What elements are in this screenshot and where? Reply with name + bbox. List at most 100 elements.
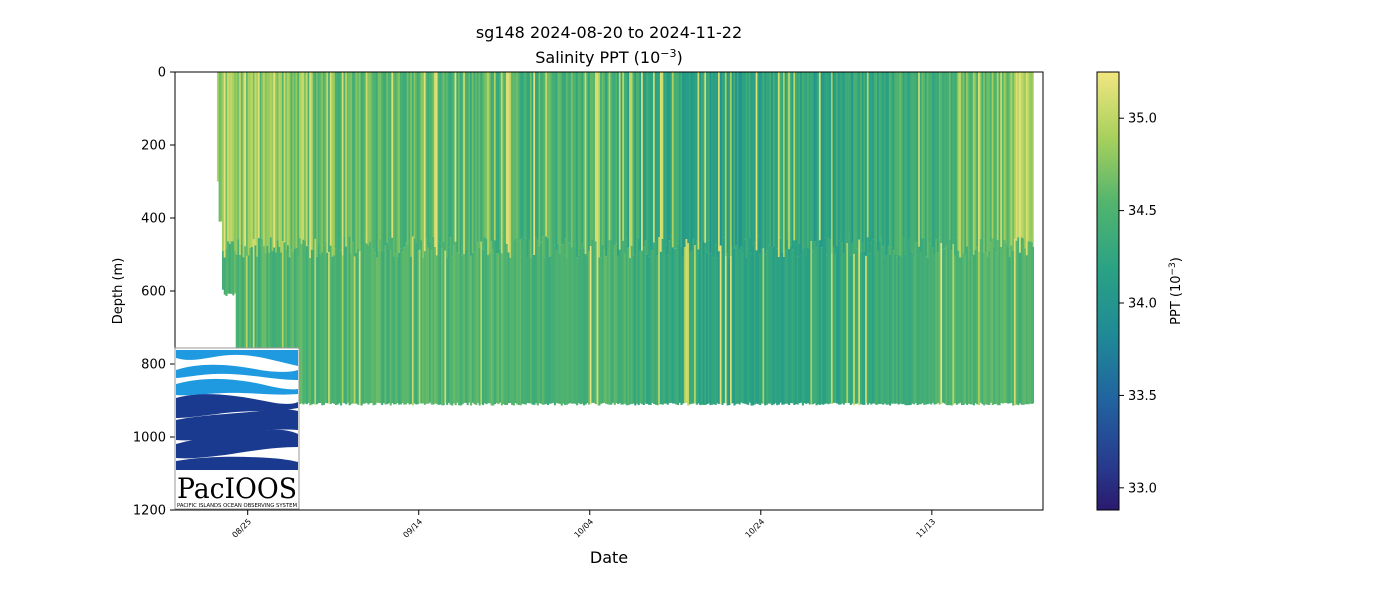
heatmap-cell-upper-51: [304, 72, 307, 241]
heatmap-cell-deep-87: [365, 243, 368, 403]
heatmap-cell-upper-5: [225, 72, 228, 249]
heatmap-cell-upper-202: [562, 72, 565, 245]
heatmap-cell-deep-214: [582, 248, 586, 406]
heatmap-cell-deep-213: [581, 243, 584, 404]
heatmap-cell-upper-327: [776, 72, 779, 249]
heatmap-cell-deep-473: [1025, 255, 1029, 405]
heatmap-cell-deep-228: [606, 250, 609, 405]
heatmap-cell-upper-94: [377, 72, 380, 251]
heatmap-cell-deep-121: [423, 251, 426, 405]
heatmap-cell-deep-362: [836, 245, 839, 404]
y-tick-label-4: 800: [141, 358, 166, 373]
heatmap-cell-deep-396: [894, 254, 897, 404]
heatmap-cell-upper-34: [275, 72, 278, 253]
heatmap-cell-deep-384: [873, 254, 876, 404]
heatmap-cell-deep-442: [972, 254, 975, 406]
heatmap-cell-deep-27: [263, 246, 266, 405]
heatmap-cell-deep-418: [931, 247, 934, 403]
heatmap-cell-deep-39: [283, 242, 286, 405]
heatmap-cell-upper-242: [630, 72, 633, 247]
heatmap-cell-deep-52: [305, 246, 308, 405]
heatmap-cell-upper-149: [471, 72, 474, 253]
heatmap-cell-deep-391: [885, 255, 888, 405]
heatmap-cell-upper-44: [292, 72, 295, 252]
heatmap-cell-upper-435: [960, 72, 964, 257]
heatmap-cell-upper-362: [836, 72, 839, 246]
heatmap-cell-deep-15: [242, 257, 245, 405]
heatmap-cell-upper-257: [656, 72, 659, 256]
heatmap-cell-upper-131: [440, 72, 444, 249]
heatmap-cell-deep-29: [266, 245, 269, 406]
logo-wave-light-3: [176, 378, 298, 396]
heatmap-cell-deep-92: [374, 252, 377, 405]
salinity-heatmap: [216, 72, 1034, 406]
heatmap-cell-upper-441: [971, 72, 974, 257]
heatmap-cell-upper-95: [379, 72, 382, 239]
heatmap-cell-deep-26: [261, 238, 264, 406]
heatmap-cell-deep-137: [451, 256, 454, 406]
heatmap-cell-upper-267: [673, 72, 676, 249]
heatmap-cell-deep-452: [989, 242, 993, 403]
heatmap-cell-deep-376: [859, 251, 863, 405]
heatmap-cell-deep-139: [454, 241, 457, 406]
heatmap-cell-upper-294: [719, 72, 722, 246]
heatmap-cell-upper-379: [865, 72, 868, 256]
heatmap-cell-upper-412: [921, 72, 924, 239]
heatmap-cell-deep-387: [878, 241, 881, 404]
heatmap-cell-upper-431: [954, 72, 957, 256]
heatmap-cell-upper-3: [222, 72, 225, 251]
logo-tagline: PACIFIC ISLANDS OCEAN OBSERVING SYSTEM: [177, 503, 297, 509]
heatmap-cell-upper-461: [1005, 72, 1008, 244]
heatmap-cell-deep-204: [565, 257, 568, 405]
heatmap-cell-deep-338: [795, 239, 798, 405]
heatmap-cell-upper-345: [806, 72, 810, 248]
heatmap-cell-upper-260: [661, 72, 664, 239]
heatmap-cell-deep-252: [647, 256, 651, 405]
heatmap-cell-deep-313: [752, 245, 755, 406]
heatmap-cell-deep-467: [1015, 240, 1018, 405]
heatmap-cell-deep-250: [644, 240, 647, 404]
heatmap-cell-upper-143: [461, 72, 464, 256]
heatmap-cell-upper-417: [930, 72, 933, 247]
heatmap-cell-deep-236: [620, 240, 623, 405]
heatmap-cell-deep-405: [909, 251, 912, 406]
heatmap-cell-upper-168: [504, 72, 507, 242]
heatmap-cell-upper-114: [411, 72, 414, 237]
heatmap-cell-upper-74: [343, 72, 346, 237]
heatmap-cell-deep-463: [1008, 256, 1011, 404]
heatmap-cell-upper-419: [933, 72, 936, 255]
heatmap-cell-upper-258: [658, 72, 661, 238]
heatmap-cell-deep-111: [406, 245, 409, 403]
heatmap-cell-deep-409: [916, 242, 919, 405]
heatmap-cell-upper-407: [913, 72, 916, 258]
heatmap-cell-deep-434: [959, 257, 962, 403]
heatmap-cell-deep-56: [312, 249, 315, 404]
heatmap-cell-deep-83: [358, 251, 361, 405]
heatmap-cell-deep-407: [913, 257, 916, 405]
heatmap-cell-upper-160: [490, 72, 493, 242]
heatmap-cell-upper-329: [779, 72, 782, 239]
heatmap-cell-deep-166: [500, 253, 503, 406]
heatmap-cell-deep-327: [776, 248, 779, 406]
heatmap-cell-upper-377: [861, 72, 864, 244]
heatmap-cell-deep-76: [346, 251, 349, 403]
heatmap-cell-upper-289: [711, 72, 714, 258]
heatmap-cell-deep-377: [861, 243, 864, 405]
heatmap-cell-deep-152: [476, 242, 479, 404]
heatmap-cell-deep-154: [480, 241, 483, 405]
heatmap-cell-upper-73: [341, 72, 344, 256]
heatmap-cell-deep-421: [936, 252, 940, 403]
heatmap-cell-deep-248: [641, 250, 644, 405]
logo-wave-dark-1: [176, 394, 298, 418]
heatmap-cell-deep-322: [767, 244, 770, 404]
heatmap-cell-deep-11: [235, 254, 238, 404]
heatmap-cell-upper-408: [914, 72, 917, 243]
heatmap-cell-deep-259: [659, 251, 662, 405]
heatmap-cell-deep-287: [707, 240, 710, 404]
heatmap-cell-deep-392: [887, 246, 890, 405]
heatmap-cell-upper-304: [736, 72, 739, 249]
heatmap-cell-deep-198: [555, 250, 558, 404]
heatmap-cell-deep-53: [307, 245, 310, 403]
heatmap-cell-upper-313: [752, 72, 755, 246]
heatmap-cell-deep-73: [341, 255, 344, 403]
